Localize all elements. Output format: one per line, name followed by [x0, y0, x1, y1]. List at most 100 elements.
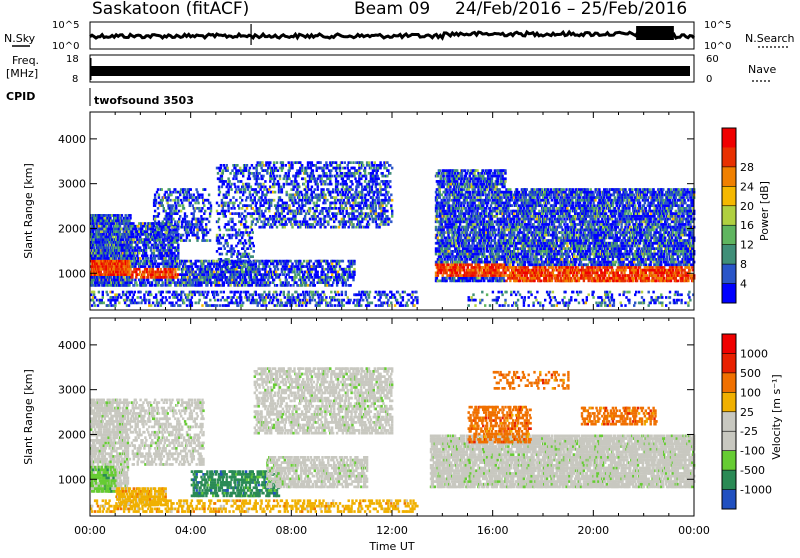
heat-cell [146, 230, 148, 233]
heat-cell [220, 291, 222, 294]
heat-cell [227, 177, 229, 180]
heat-cell [319, 218, 321, 221]
heat-cell [151, 284, 153, 287]
heat-cell [331, 263, 333, 266]
heat-cell [195, 263, 197, 266]
heat-cell [243, 245, 245, 248]
heat-cell [119, 225, 121, 228]
heat-cell [330, 169, 332, 172]
heat-cell [299, 172, 301, 175]
heat-cell [295, 276, 297, 279]
heat-cell [178, 218, 180, 221]
heat-cell [177, 279, 179, 282]
heat-cell [284, 215, 286, 218]
heat-cell [194, 293, 196, 296]
heat-cell [313, 191, 315, 194]
heat-cell [334, 268, 336, 271]
heat-cell [210, 207, 212, 210]
heat-cell [155, 296, 157, 299]
heat-cell [375, 204, 377, 207]
heat-cell [254, 196, 256, 199]
heat-cell [372, 207, 374, 210]
heat-cell [165, 210, 167, 213]
heat-cell [118, 302, 120, 305]
heat-cell [244, 261, 246, 264]
heat-cell [235, 175, 237, 178]
heat-cell [120, 296, 122, 299]
heat-cell [261, 293, 263, 296]
heat-cell [374, 202, 376, 205]
heat-cell [341, 172, 343, 175]
heat-cell [242, 172, 244, 175]
nsky-trace [90, 24, 694, 45]
heat-cell [345, 204, 347, 207]
heat-cell [379, 191, 381, 194]
heat-cell [132, 222, 134, 225]
heat-cell [342, 284, 344, 287]
heat-cell [209, 279, 211, 282]
heat-cell [177, 199, 179, 202]
heat-cell [98, 291, 100, 294]
heat-cell [341, 161, 343, 164]
heat-cell [371, 161, 373, 164]
heat-cell [316, 202, 318, 205]
heat-cell [153, 239, 155, 242]
heat-cell [152, 268, 154, 271]
heat-cell [177, 202, 179, 205]
heat-cell [248, 266, 250, 269]
heat-cell [344, 194, 346, 197]
heat-cell [204, 188, 206, 191]
heat-cell [358, 169, 360, 172]
heat-cell [177, 244, 179, 247]
heat-cell [161, 252, 163, 255]
heat-cell [158, 220, 160, 223]
heat-cell [390, 207, 392, 210]
heat-cell [206, 293, 208, 296]
heat-cell [167, 237, 169, 240]
heat-cell [368, 194, 370, 197]
heat-cell [311, 186, 313, 189]
heat-cell [368, 164, 370, 167]
heat-cell [169, 199, 171, 202]
heat-cell [324, 202, 326, 205]
heat-cell [336, 186, 338, 189]
heat-cell [285, 164, 287, 167]
heat-cell [283, 186, 285, 189]
heat-cell [359, 204, 361, 207]
heat-cell [253, 245, 255, 248]
heat-cell [169, 229, 171, 232]
heat-cell [225, 210, 227, 213]
heat-cell [343, 207, 345, 210]
heat-cell [305, 169, 307, 172]
heat-cell [263, 188, 265, 191]
heat-cell [273, 161, 275, 164]
heat-cell [390, 204, 392, 207]
heat-cell [217, 237, 219, 240]
heat-cell [164, 194, 166, 197]
heat-cell [327, 281, 329, 284]
heat-cell [235, 299, 237, 302]
heat-cell [201, 265, 203, 268]
heat-cell [256, 218, 258, 221]
heat-cell [288, 172, 290, 175]
nsky-right-tick-top: 10^5 [704, 20, 731, 31]
heat-cell [173, 252, 175, 255]
heat-cell [244, 250, 246, 253]
heat-cell [258, 172, 260, 175]
heat-cell [232, 226, 234, 229]
heat-cell [252, 242, 254, 245]
heat-cell [122, 238, 124, 241]
heat-cell [230, 188, 232, 191]
heat-cell [282, 164, 284, 167]
heat-cell [341, 175, 343, 178]
nsky-left-tick-top: 10^5 [52, 20, 79, 31]
heat-cell [344, 215, 346, 218]
heat-cell [365, 175, 367, 178]
heat-cell [161, 299, 163, 302]
heat-cell [242, 234, 244, 237]
heat-cell [97, 304, 99, 307]
heat-cell [304, 218, 306, 221]
heat-cell [139, 296, 141, 299]
heat-cell [91, 304, 93, 307]
heat-cell [140, 260, 142, 263]
